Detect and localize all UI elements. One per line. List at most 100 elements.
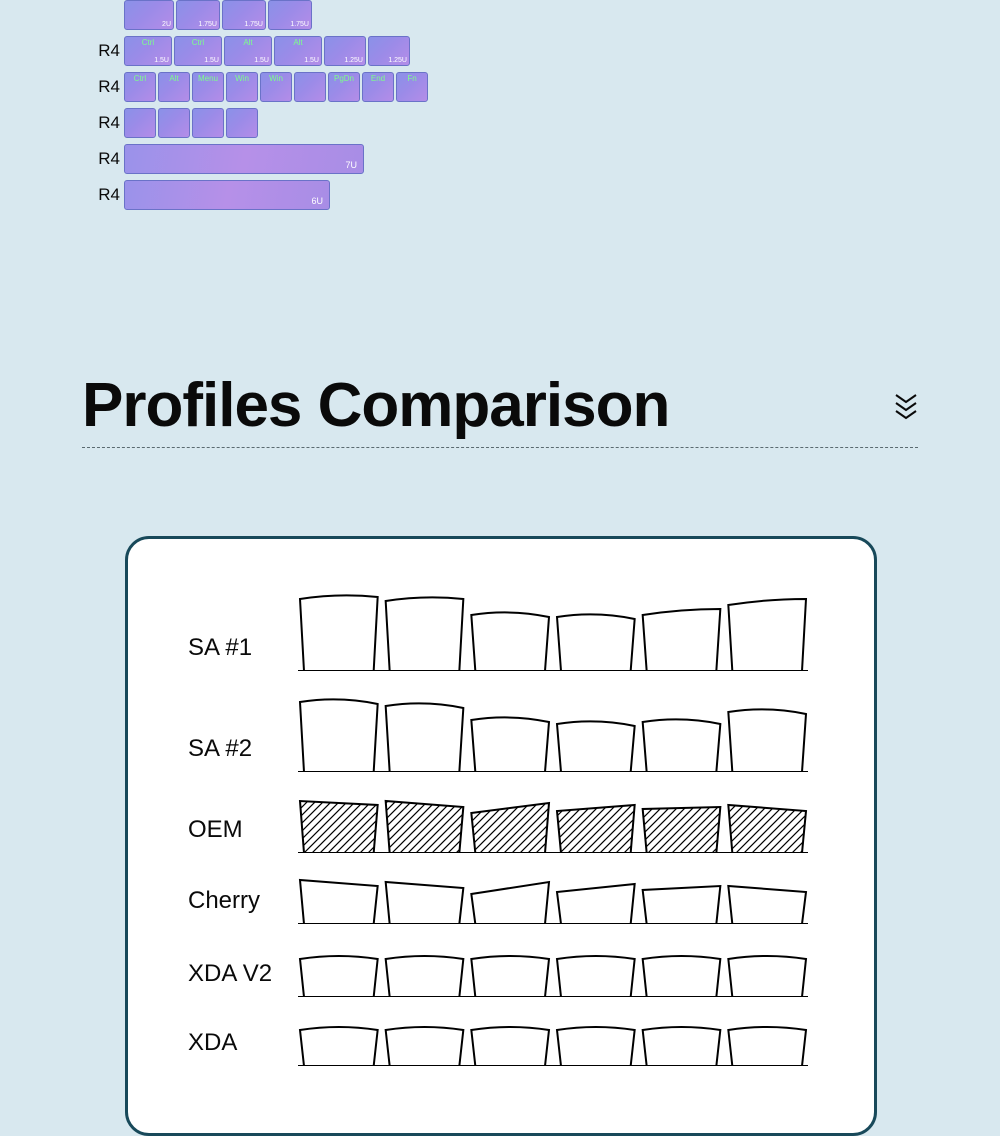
profile-row: SA #2 xyxy=(188,694,824,777)
profile-shape xyxy=(298,694,808,777)
keycap-legend: PgDn xyxy=(329,73,359,83)
keycap-size: 1.25U xyxy=(369,57,409,65)
spacebar-keycap: 7U xyxy=(124,144,364,174)
keycap-legend xyxy=(269,1,311,2)
keycap-size xyxy=(193,100,223,101)
keycap-legend: Ctrl xyxy=(175,37,221,47)
keycap: 1.75U xyxy=(176,0,220,30)
keycap-size: 1.5U xyxy=(275,57,321,65)
keycap: 1.25U xyxy=(324,36,366,66)
keycap xyxy=(158,108,190,138)
keycap-size xyxy=(363,100,393,101)
keycap-size xyxy=(159,100,189,101)
keycap-row: 2U1.75U1.75U1.75U xyxy=(90,0,430,30)
profile-label: Cherry xyxy=(188,887,298,929)
keycap-legend xyxy=(193,109,223,110)
keycap-legend xyxy=(125,109,155,110)
keycap-row: R4 7U xyxy=(90,144,430,174)
keycap-legend: End xyxy=(363,73,393,83)
keycap: PgDn xyxy=(328,72,360,102)
keycap-size xyxy=(397,100,427,101)
keycap-legend: Ctrl xyxy=(125,73,155,83)
keycap-row: R4 6U xyxy=(90,180,430,210)
keycap: 1.75U xyxy=(222,0,266,30)
keycap-size xyxy=(125,100,155,101)
keycap-rows: 2U1.75U1.75U1.75UR4Ctrl1.5UCtrl1.5UAlt1.… xyxy=(90,0,430,216)
keycap: Alt xyxy=(158,72,190,102)
keycap: Ctrl 1.5U xyxy=(174,36,222,66)
keycap: Win xyxy=(260,72,292,102)
keycap-size xyxy=(159,136,189,137)
keycap: Fn xyxy=(396,72,428,102)
keycap: Ctrl xyxy=(124,72,156,102)
keycap-size xyxy=(193,136,223,137)
profile-shape xyxy=(298,1020,808,1071)
profile-shape xyxy=(298,876,808,929)
row-label: R4 xyxy=(90,77,120,97)
keycap-legend: Menu xyxy=(193,73,223,83)
row-label: R4 xyxy=(90,113,120,133)
spacebar-size-label: 7U xyxy=(345,160,357,170)
keycap-size: 1.5U xyxy=(175,57,221,65)
keycap: Menu xyxy=(192,72,224,102)
row-label: R4 xyxy=(90,185,120,205)
profile-row: XDA xyxy=(188,1020,824,1071)
spacebar-size-label: 6U xyxy=(311,196,323,206)
profile-label: XDA xyxy=(188,1029,298,1071)
keycap xyxy=(192,108,224,138)
profile-shape xyxy=(298,593,808,676)
keycap-legend xyxy=(159,109,189,110)
keycap-size: 1.75U xyxy=(177,21,219,29)
keycap-legend: Alt xyxy=(225,37,271,47)
profile-label: SA #1 xyxy=(188,634,298,676)
profile-card: SA #1 SA #2 OEM Cherry XDA V2 XDA xyxy=(125,536,877,1136)
keycap-size: 2U xyxy=(125,21,173,29)
keycap-size: 1.25U xyxy=(325,57,365,65)
divider xyxy=(82,447,918,448)
keycap: Win xyxy=(226,72,258,102)
keycap-row: R4 Ctrl Alt Menu Win Win PgDn End Fn xyxy=(90,72,430,102)
keycap xyxy=(294,72,326,102)
keycap-size xyxy=(261,100,291,101)
keycap-legend: Win xyxy=(227,73,257,83)
keycap xyxy=(124,108,156,138)
keycap-legend xyxy=(125,1,173,2)
profile-row: Cherry xyxy=(188,876,824,929)
row-label: R4 xyxy=(90,41,120,61)
row-label: R4 xyxy=(90,149,120,169)
keycap-size xyxy=(329,100,359,101)
keycap-legend xyxy=(223,1,265,2)
keycap-row: R4Ctrl1.5UCtrl1.5UAlt1.5UAlt1.5U1.25U1.2… xyxy=(90,36,430,66)
keycap: Alt1.5U xyxy=(224,36,272,66)
keycap: Alt 1.5U xyxy=(274,36,322,66)
chevron-down-icon xyxy=(894,394,918,418)
keycap: 2U xyxy=(124,0,174,30)
keycap-size xyxy=(125,136,155,137)
keycap-legend xyxy=(177,1,219,2)
profile-label: OEM xyxy=(188,816,298,858)
profile-shape xyxy=(298,795,808,858)
keycap-legend xyxy=(295,73,325,74)
keycap-size xyxy=(227,136,257,137)
spacebar-keycap: 6U xyxy=(124,180,330,210)
heading-text: Profiles Comparison xyxy=(82,370,669,441)
keycap-legend: Alt xyxy=(275,37,321,47)
keycap-size: 1.5U xyxy=(125,57,171,65)
keycap-legend: Fn xyxy=(397,73,427,83)
keycap-size: 1.75U xyxy=(223,21,265,29)
keycap: 1.75U xyxy=(268,0,312,30)
keycap: Ctrl1.5U xyxy=(124,36,172,66)
keycap: End xyxy=(362,72,394,102)
profile-shape xyxy=(298,947,808,1002)
keycap-row: R4 xyxy=(90,108,430,138)
keycap-legend: Alt xyxy=(159,73,189,83)
keycap xyxy=(226,108,258,138)
keycap-legend xyxy=(369,37,409,38)
keycap: 1.25U xyxy=(368,36,410,66)
keycap-legend xyxy=(325,37,365,38)
keycap-size xyxy=(295,100,325,101)
keycap-legend xyxy=(227,109,257,110)
keycap-legend: Win xyxy=(261,73,291,83)
profile-row: OEM xyxy=(188,795,824,858)
profile-row: XDA V2 xyxy=(188,947,824,1002)
